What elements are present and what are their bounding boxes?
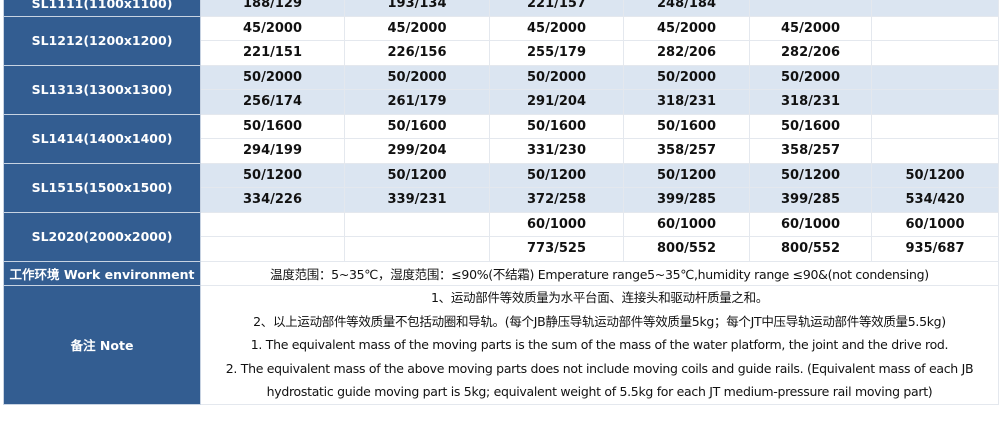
table-cell: 50/1600 xyxy=(489,113,624,139)
table-cell: 50/1200 xyxy=(344,162,490,188)
table-cell: 50/1600 xyxy=(623,113,750,139)
table-cell: 399/285 xyxy=(623,187,750,213)
table-cell: 50/1200 xyxy=(200,162,345,188)
table-cell: 50/1600 xyxy=(749,113,872,139)
spec-table-container: SL1111(1100x1100) 188/129 193/134 221/157 24… xyxy=(3,0,999,405)
table-row: SL1212(1200x1200) 45/2000 45/2000 45/2000 45… xyxy=(3,15,999,66)
table-row: SL2020(2000x2000) 60/1000 60/1000 60/1000 60… xyxy=(3,211,999,262)
table-cell: 358/257 xyxy=(749,138,872,164)
note-line: 2. The equivalent mass of the above movi… xyxy=(225,360,974,400)
table-cell: 50/1200 xyxy=(749,162,872,188)
table-cell: 50/1200 xyxy=(871,162,999,188)
table-cell xyxy=(871,138,999,164)
model-label: SL1414(1400x1400) xyxy=(3,113,201,164)
note-label: 备注 Note xyxy=(3,285,201,405)
table-cell: 299/204 xyxy=(344,138,490,164)
model-label: SL1515(1500x1500) xyxy=(3,162,201,213)
table-cell: 935/687 xyxy=(871,236,999,262)
table-cell xyxy=(200,236,345,262)
table-cell xyxy=(871,40,999,66)
model-label: SL2020(2000x2000) xyxy=(3,211,201,262)
table-cell: 193/134 xyxy=(344,0,490,17)
table-cell xyxy=(200,211,345,237)
table-cell: 399/285 xyxy=(749,187,872,213)
table-row: 334/226 339/231 372/258 399/285 399/285 534/4… xyxy=(4,187,999,213)
table-cell: 282/206 xyxy=(749,40,872,66)
table-cell: 226/156 xyxy=(344,40,490,66)
environment-text: 温度范围：5~35℃，湿度范围：≤90%(不结霜) Emperature ran… xyxy=(200,260,999,286)
table-cell: 50/1200 xyxy=(489,162,624,188)
table-cell: 50/2000 xyxy=(623,64,750,90)
table-cell: 45/2000 xyxy=(344,15,490,41)
table-cell: 534/420 xyxy=(871,187,999,213)
table-cell: 45/2000 xyxy=(749,15,872,41)
note-line: 1、运动部件等效质量为水平台面、连接头和驱动杆质量之和。 xyxy=(430,290,769,305)
table-row: SL1515(1500x1500) 50/1200 50/1200 50/1200 50… xyxy=(3,162,999,213)
table-cell: 50/2000 xyxy=(489,64,624,90)
table-cell xyxy=(871,0,999,17)
note-line: 2、以上运动部件等效质量不包括动圈和导轨。(每个JB静压导轨运动部件等效质量5k… xyxy=(253,313,946,329)
table-cell xyxy=(344,236,490,262)
table-cell xyxy=(871,64,999,90)
note-text: 1、运动部件等效质量为水平台面、连接头和驱动杆质量之和。 2、以上运动部件等效质量… xyxy=(200,285,999,405)
table-row: 221/151 226/156 255/179 282/206 282/206 xyxy=(4,40,999,66)
table-cell xyxy=(871,89,999,115)
spec-table: SL1111(1100x1100) 188/129 193/134 221/157 24… xyxy=(3,0,999,405)
table-cell: 291/204 xyxy=(489,89,624,115)
table-cell: 261/179 xyxy=(344,89,490,115)
table-cell xyxy=(871,15,999,41)
table-row: SL1414(1400x1400) 50/1600 50/1600 50/1600 50… xyxy=(3,113,999,164)
table-cell: 50/2000 xyxy=(344,64,490,90)
table-cell: 358/257 xyxy=(623,138,750,164)
table-cell: 60/1000 xyxy=(749,211,872,237)
table-row: SL1111(1100x1100) 188/129 193/134 221/157 24… xyxy=(3,0,999,17)
table-cell: 45/2000 xyxy=(489,15,624,41)
note-line: 1. The equivalent mass of the moving par… xyxy=(250,337,949,352)
model-label: SL1111(1100x1100) xyxy=(3,0,201,17)
table-cell: 45/2000 xyxy=(200,15,345,41)
table-cell: 256/174 xyxy=(200,89,345,115)
table-cell: 248/184 xyxy=(623,0,750,17)
table-cell: 50/1600 xyxy=(200,113,345,139)
table-cell: 60/1000 xyxy=(623,211,750,237)
table-cell: 221/151 xyxy=(200,40,345,66)
model-label: SL1313(1300x1300) xyxy=(3,64,201,115)
table-cell xyxy=(749,0,872,17)
table-cell: 294/199 xyxy=(200,138,345,164)
table-cell: 60/1000 xyxy=(489,211,624,237)
model-label: SL1212(1200x1200) xyxy=(3,15,201,66)
table-cell: 221/157 xyxy=(489,0,624,17)
environment-label: 工作环境 Work environment xyxy=(3,260,201,286)
table-cell: 255/179 xyxy=(489,40,624,66)
table-cell: 282/206 xyxy=(623,40,750,66)
table-cell: 50/1200 xyxy=(623,162,750,188)
table-cell: 334/226 xyxy=(200,187,345,213)
table-cell: 800/552 xyxy=(623,236,750,262)
table-cell: 800/552 xyxy=(749,236,872,262)
table-cell: 318/231 xyxy=(623,89,750,115)
table-cell: 188/129 xyxy=(200,0,345,17)
table-cell: 318/231 xyxy=(749,89,872,115)
table-row: 773/525 800/552 800/552 935/687 xyxy=(4,236,999,262)
table-cell: 372/258 xyxy=(489,187,624,213)
table-cell: 60/1000 xyxy=(871,211,999,237)
table-cell xyxy=(871,113,999,139)
table-cell: 339/231 xyxy=(344,187,490,213)
table-cell: 773/525 xyxy=(489,236,624,262)
table-cell: 331/230 xyxy=(489,138,624,164)
table-cell: 50/2000 xyxy=(749,64,872,90)
table-cell: 45/2000 xyxy=(623,15,750,41)
table-cell xyxy=(344,211,490,237)
table-cell: 50/1600 xyxy=(344,113,490,139)
table-cell: 50/2000 xyxy=(200,64,345,90)
table-row: SL1313(1300x1300) 50/2000 50/2000 50/2000 50… xyxy=(3,64,999,115)
table-row: 256/174 261/179 291/204 318/231 318/231 xyxy=(4,89,999,115)
